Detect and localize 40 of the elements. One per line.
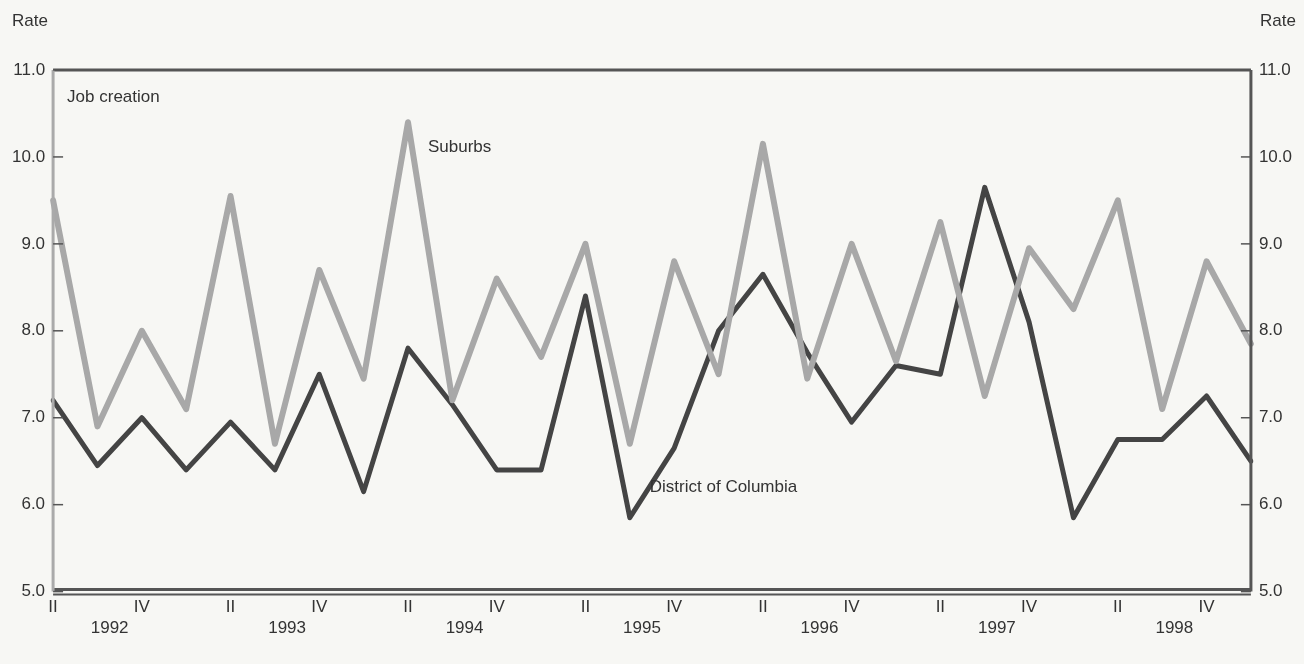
x-tick-label: IV [488, 597, 506, 617]
x-tick-label: IV [1021, 597, 1038, 617]
y2-tick-label: 9.0 [1258, 233, 1283, 253]
y2-tick-label: 7.0 [1258, 407, 1283, 427]
x-tick-label: IV [311, 597, 328, 617]
y2-tick-label: 5.0 [1258, 581, 1283, 601]
x-tick-label: II [403, 597, 413, 617]
y-tick-label: 5.0 [21, 581, 46, 601]
x-tick-label: II [48, 597, 58, 617]
y-tick-label: 6.0 [21, 494, 46, 514]
y-tick-label: 8.0 [21, 320, 46, 340]
y2-tick-label: 11.0 [1258, 59, 1291, 79]
y-tick-label: 10.0 [11, 146, 46, 166]
x-tick-label: IV [843, 597, 861, 617]
text: 1995 [623, 617, 661, 637]
x-tick-label: II [225, 597, 236, 617]
y2-tick-label: 8.0 [1258, 320, 1283, 340]
text: 1998 [1155, 617, 1194, 637]
series-label: District of Columbia [649, 477, 798, 497]
x-tick-label: IV [133, 597, 151, 617]
x-tick-label: II [580, 597, 591, 617]
y2-axis-title: Rate [1260, 11, 1296, 30]
series-label: Suburbs [428, 136, 492, 156]
y-tick-label: 7.0 [21, 407, 46, 427]
y2-tick-label: 6.0 [1258, 494, 1283, 514]
y-axis-title: Rate [12, 11, 48, 30]
x-tick-label: IV [666, 597, 683, 617]
text: 1996 [800, 617, 839, 637]
x-tick-label: II [1113, 597, 1123, 617]
x-tick-label: II [935, 597, 946, 617]
text: 1992 [90, 617, 129, 637]
text: Job creation [67, 87, 160, 106]
text: 1994 [445, 617, 484, 637]
text: 1997 [978, 617, 1016, 637]
y-tick-label: 9.0 [21, 233, 46, 253]
x-tick-label: II [758, 597, 768, 617]
text: 1993 [268, 617, 306, 637]
y2-tick-label: 10.0 [1258, 146, 1293, 166]
y-tick-label: 11.0 [13, 59, 46, 79]
x-tick-label: IV [1198, 597, 1216, 617]
